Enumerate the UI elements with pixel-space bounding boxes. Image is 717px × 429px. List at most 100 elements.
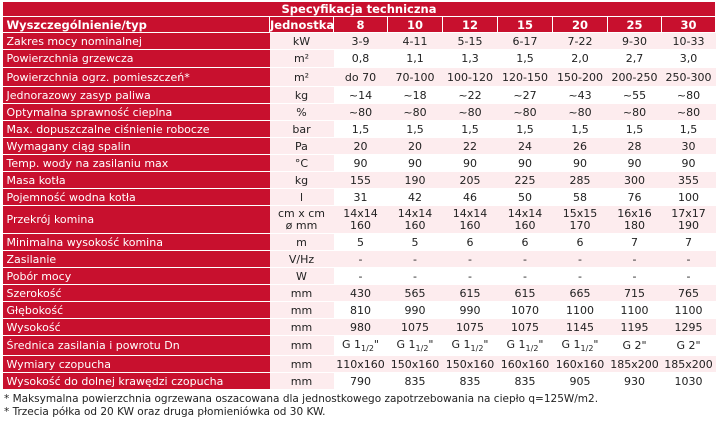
cell-value: - <box>497 267 553 285</box>
cell-value: - <box>497 250 553 268</box>
cell-value: 46 <box>442 188 498 206</box>
cell-value: G 11/2" <box>552 335 608 356</box>
row-unit: mm <box>269 335 334 356</box>
cell-value: 1100 <box>552 301 608 319</box>
cell-value: 1,5 <box>497 120 553 138</box>
cell-value: 14x14 160 <box>333 205 388 234</box>
cell-value: G 11/2" <box>387 335 443 356</box>
table-row: Wysokość mm 980 1075 1075 1075 1145 1195 1295 <box>2 318 716 336</box>
row-label: Optymalna sprawność cieplna <box>2 103 270 121</box>
table-row: Pojemność wodna kotła l 31 42 46 50 58 76 100 <box>2 188 716 206</box>
header-unit: Jednostka <box>269 16 334 33</box>
row-unit: mm <box>269 355 334 373</box>
cell-value: 14x14 160 <box>387 205 443 234</box>
cell-value: - <box>333 250 388 268</box>
cell-value: 835 <box>387 372 443 390</box>
cell-value-line: 14x14 <box>452 206 488 220</box>
cell-value: 10-33 <box>661 32 716 50</box>
cell-value: 50 <box>497 188 553 206</box>
cell-value: G 11/2" <box>442 335 498 356</box>
cell-value: - <box>552 250 608 268</box>
cell-value: 14x14 160 <box>497 205 553 234</box>
cell-value: 185x200 <box>607 355 662 373</box>
cell-value: 9-30 <box>607 32 662 50</box>
cell-value: ~80 <box>607 103 662 121</box>
cell-value: 90 <box>497 154 553 172</box>
row-unit: l <box>269 188 334 206</box>
cell-value: 205 <box>442 171 498 189</box>
cell-value: 5 <box>387 233 443 251</box>
cell-value: ~80 <box>661 103 716 121</box>
table-row: Masa kotła kg 155 190 205 225 285 300 355 <box>2 171 716 189</box>
row-unit: cm x cm ø mm <box>269 205 334 234</box>
cell-value: ~27 <box>497 86 553 104</box>
cell-value: 930 <box>607 372 662 390</box>
row-label: Temp. wody na zasilaniu max <box>2 154 270 172</box>
pipe-size: G 11/2" <box>396 337 434 354</box>
cell-value: 1145 <box>552 318 608 336</box>
footnote: * Maksymalna powierzchnia ogrzewana osza… <box>4 393 599 405</box>
row-unit: m² <box>269 67 334 87</box>
row-unit: Pa <box>269 137 334 155</box>
cell-value: 190 <box>387 171 443 189</box>
cell-value: 90 <box>607 154 662 172</box>
cell-value: 1075 <box>497 318 553 336</box>
row-unit-line: ø mm <box>285 218 318 232</box>
pipe-size: G 11/2" <box>561 337 599 354</box>
cell-value: ~55 <box>607 86 662 104</box>
cell-value: 90 <box>552 154 608 172</box>
cell-value: 90 <box>333 154 388 172</box>
row-label: Głębokość <box>2 301 270 319</box>
cell-value: 430 <box>333 284 388 302</box>
cell-value: 17x17 190 <box>661 205 716 234</box>
cell-value: 100 <box>661 188 716 206</box>
header-type-12: 12 <box>442 16 498 33</box>
cell-value: 110x160 <box>333 355 388 373</box>
cell-value: 3-9 <box>333 32 388 50</box>
row-label: Średnica zasilania i powrotu Dn <box>2 335 270 356</box>
cell-value: ~43 <box>552 86 608 104</box>
row-label: Przekrój komina <box>2 205 270 234</box>
cell-value: 715 <box>607 284 662 302</box>
row-label: Wysokość do dolnej krawędzi czopucha <box>2 372 270 390</box>
cell-value: 20 <box>333 137 388 155</box>
cell-value: 810 <box>333 301 388 319</box>
cell-value: G 11/2" <box>333 335 388 356</box>
table-row: Wymagany ciąg spalin Pa 20 20 22 24 26 28 30 <box>2 137 716 155</box>
row-label: Masa kotła <box>2 171 270 189</box>
cell-value: 26 <box>552 137 608 155</box>
row-label: Powierzchnia ogrz. pomieszczeń* <box>2 67 270 87</box>
cell-value: 1075 <box>387 318 443 336</box>
row-unit: W <box>269 267 334 285</box>
cell-value: 4-11 <box>387 32 443 50</box>
cell-value: 7 <box>661 233 716 251</box>
cell-value: 100-120 <box>442 67 498 87</box>
spec-table-body: Zakres mocy nominalnej kW 3-9 4-11 5-15 6-17 7… <box>2 32 716 390</box>
cell-value: 355 <box>661 171 716 189</box>
cell-value: 31 <box>333 188 388 206</box>
cell-value: ~80 <box>497 103 553 121</box>
cell-value: 120-150 <box>497 67 553 87</box>
cell-value: 285 <box>552 171 608 189</box>
header-type-8: 8 <box>333 16 388 33</box>
cell-value: 150x160 <box>387 355 443 373</box>
cell-value: - <box>442 250 498 268</box>
row-label: Wysokość <box>2 318 270 336</box>
row-label: Minimalna wysokość komina <box>2 233 270 251</box>
cell-value: 1,3 <box>442 49 498 68</box>
header-type-15: 15 <box>497 16 553 33</box>
cell-value: 2,7 <box>607 49 662 68</box>
cell-value: do 70 <box>333 67 388 87</box>
cell-value: 6 <box>552 233 608 251</box>
row-label: Pobór mocy <box>2 267 270 285</box>
cell-value: 150-200 <box>552 67 608 87</box>
row-unit: mm <box>269 301 334 319</box>
pipe-size: G 11/2" <box>451 337 489 354</box>
cell-value: 990 <box>387 301 443 319</box>
cell-value-line: 160 <box>514 218 536 232</box>
cell-value: 300 <box>607 171 662 189</box>
cell-value-line: 180 <box>624 218 645 232</box>
cell-value: 90 <box>387 154 443 172</box>
cell-value: 1195 <box>607 318 662 336</box>
row-unit: V/Hz <box>269 250 334 268</box>
